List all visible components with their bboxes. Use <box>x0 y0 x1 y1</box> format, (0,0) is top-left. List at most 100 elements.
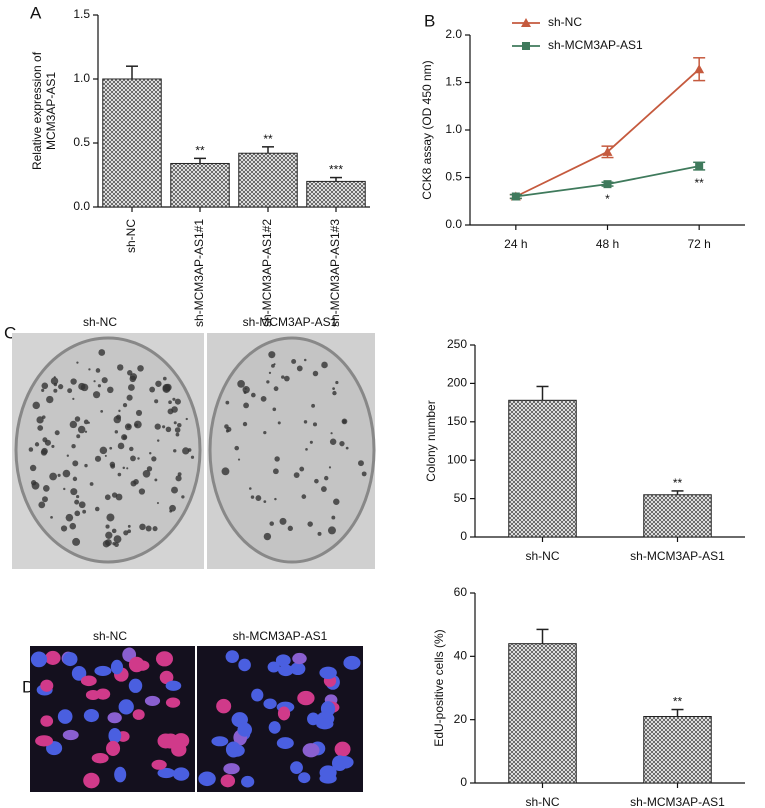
colony <box>307 521 313 527</box>
colony <box>237 458 241 461</box>
colony <box>126 394 133 401</box>
colony <box>28 447 34 452</box>
colony <box>274 497 277 501</box>
marker <box>603 180 612 189</box>
colony <box>268 351 276 359</box>
colony <box>165 426 172 433</box>
y-tick-label: 250 <box>447 337 467 351</box>
nucleus <box>216 698 232 714</box>
nucleus <box>334 741 351 757</box>
colony <box>121 434 128 441</box>
colony <box>248 487 252 490</box>
colony <box>332 390 337 396</box>
colony <box>174 427 181 433</box>
nucleus <box>220 774 236 788</box>
nucleus <box>319 666 337 680</box>
nucleus <box>267 661 280 673</box>
colony <box>299 466 305 472</box>
y-tick-label: 50 <box>454 491 468 505</box>
nucleus <box>144 695 161 706</box>
nucleus <box>173 767 190 781</box>
colony <box>76 361 79 364</box>
colony <box>224 424 229 429</box>
colony <box>34 442 40 447</box>
colony <box>272 407 277 412</box>
nucleus <box>223 763 240 775</box>
colony <box>49 472 57 481</box>
colony <box>175 432 180 437</box>
y-axis-label: MCM3AP-AS1 <box>44 72 58 150</box>
colony <box>154 399 159 404</box>
colony <box>146 466 153 472</box>
y-tick-label: 100 <box>447 452 467 466</box>
error-bar <box>536 628 549 644</box>
colony <box>314 478 319 484</box>
colony <box>155 380 162 387</box>
colony <box>190 455 195 459</box>
image-label: sh-MCM3AP-AS1 <box>243 315 338 329</box>
colony <box>312 422 318 427</box>
nucleus <box>263 698 277 710</box>
nucleus <box>238 658 251 672</box>
nucleus <box>277 706 291 721</box>
colony <box>273 386 279 392</box>
colony <box>50 515 53 519</box>
nucleus <box>198 771 216 787</box>
colony <box>185 417 188 421</box>
colony <box>58 384 64 390</box>
error-bar <box>671 490 684 495</box>
colony <box>107 386 114 394</box>
nucleus <box>336 756 354 769</box>
nucleus <box>251 688 264 702</box>
colony <box>100 410 104 413</box>
colony <box>87 421 90 424</box>
nucleus <box>128 678 143 693</box>
nucleus <box>107 712 122 724</box>
nucleus <box>157 767 175 779</box>
colony <box>105 531 113 539</box>
colony <box>98 349 106 356</box>
nucleus <box>30 651 48 668</box>
significance: ** <box>195 144 205 158</box>
nucleus <box>118 699 134 715</box>
error-bar <box>194 157 206 164</box>
nucleus <box>307 712 320 726</box>
nucleus <box>211 736 229 747</box>
colony <box>182 447 190 455</box>
colony <box>123 530 129 536</box>
nucleus <box>290 761 303 775</box>
colony <box>173 421 177 425</box>
colony <box>78 501 86 509</box>
significance: ** <box>694 176 704 190</box>
colony <box>70 378 77 385</box>
colony <box>82 509 87 514</box>
colony <box>234 445 240 451</box>
colony <box>328 466 332 469</box>
colony <box>244 387 247 390</box>
colony <box>274 456 280 462</box>
colony <box>317 531 322 536</box>
nucleus <box>228 744 245 757</box>
x-tick-label: sh-NC <box>525 549 559 563</box>
y-tick-label: 0.0 <box>73 199 90 213</box>
x-tick-label: sh-NC <box>124 219 138 253</box>
y-axis-label: CCK8 assay (OD 450 nm) <box>420 60 434 199</box>
colony <box>284 375 290 382</box>
y-tick-label: 1.0 <box>73 71 90 85</box>
colony <box>243 402 250 409</box>
colony <box>77 425 86 434</box>
colony <box>46 395 54 404</box>
significance: ** <box>673 476 683 490</box>
colony <box>113 415 122 424</box>
colony <box>329 438 337 446</box>
colony <box>117 442 125 450</box>
colony <box>251 392 256 398</box>
colony <box>145 525 152 532</box>
colony <box>41 382 49 390</box>
colony <box>269 521 274 526</box>
colony <box>41 415 46 419</box>
colony <box>109 461 116 468</box>
colony <box>89 482 94 486</box>
y-axis-label: Colony number <box>424 400 438 481</box>
y-tick-label: 0 <box>460 775 467 789</box>
